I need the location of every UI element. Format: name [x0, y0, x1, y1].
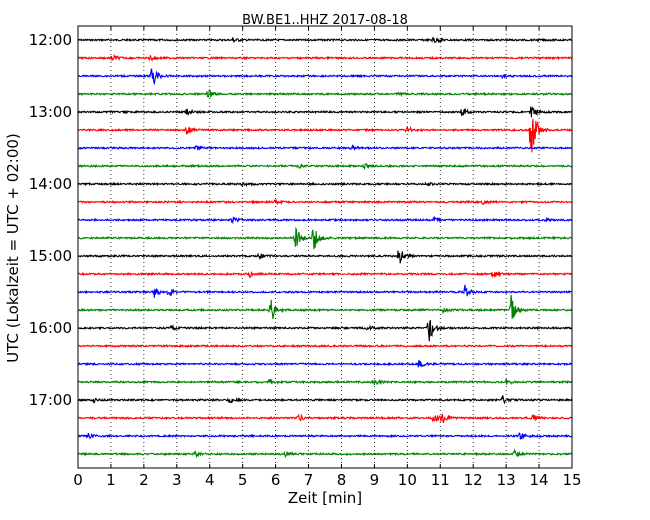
trace-1245 [77, 89, 573, 99]
plot-frame [77, 25, 573, 469]
trace-1630 [77, 359, 573, 368]
trace-1600 [77, 320, 573, 342]
trace-1315 [77, 118, 573, 153]
trace-1730 [77, 432, 573, 440]
trace-1445 [77, 226, 572, 250]
trace-1545 [77, 294, 573, 320]
x-tick-label: 6 [271, 471, 281, 489]
x-tick-label: 9 [370, 471, 380, 489]
x-axis-label: Zeit [min] [288, 489, 362, 507]
trace-1745 [77, 448, 573, 459]
grid-lines [110, 26, 540, 468]
trace-1345 [78, 162, 573, 170]
x-tick-label: 14 [530, 471, 549, 489]
traces [77, 36, 573, 459]
trace-1645 [77, 378, 573, 386]
trace-1700 [77, 395, 573, 405]
trace-1230 [77, 68, 573, 86]
x-tick-label: 0 [73, 471, 83, 489]
trace-1500 [77, 250, 573, 264]
x-tick-label: 1 [106, 471, 116, 489]
trace-1330 [77, 143, 573, 152]
x-tick-label: 5 [238, 471, 248, 489]
y-tick-label: 12:00 [29, 31, 72, 49]
trace-1530 [77, 284, 573, 298]
y-tick-label: 15:00 [29, 247, 72, 265]
trace-1400 [77, 181, 573, 188]
x-tick-label: 13 [497, 471, 516, 489]
trace-1430 [77, 215, 573, 225]
trace-1215 [77, 53, 573, 62]
x-tick-label: 3 [172, 471, 182, 489]
y-tick-label: 14:00 [29, 175, 72, 193]
y-tick-label: 13:00 [29, 103, 72, 121]
x-tick-label: 11 [431, 471, 450, 489]
trace-1715 [77, 413, 573, 424]
trace-1300 [77, 106, 573, 118]
x-tick-label: 7 [304, 471, 314, 489]
y-tick-label: 16:00 [29, 319, 72, 337]
x-axis-ticks: 0 1 2 3 4 5 6 7 8 9 10 11 12 13 14 15 [73, 26, 582, 489]
trace-1515 [77, 270, 573, 279]
x-tick-label: 8 [337, 471, 347, 489]
trace-1200 [77, 36, 573, 44]
x-tick-label: 2 [139, 471, 149, 489]
trace-1415 [77, 199, 573, 206]
x-tick-label: 15 [562, 471, 581, 489]
y-axis-label: UTC (Lokalzeit = UTC + 02:00) [4, 133, 22, 363]
x-tick-label: 10 [398, 471, 417, 489]
x-tick-label: 4 [205, 471, 215, 489]
chart-title: BW.BE1..HHZ 2017-08-18 [242, 13, 408, 28]
y-axis-ticks: 12:00 13:00 14:00 15:00 16:00 17:00 [29, 31, 82, 409]
x-tick-label: 12 [464, 471, 483, 489]
y-tick-label: 17:00 [29, 391, 72, 409]
trace-1615 [77, 343, 573, 349]
